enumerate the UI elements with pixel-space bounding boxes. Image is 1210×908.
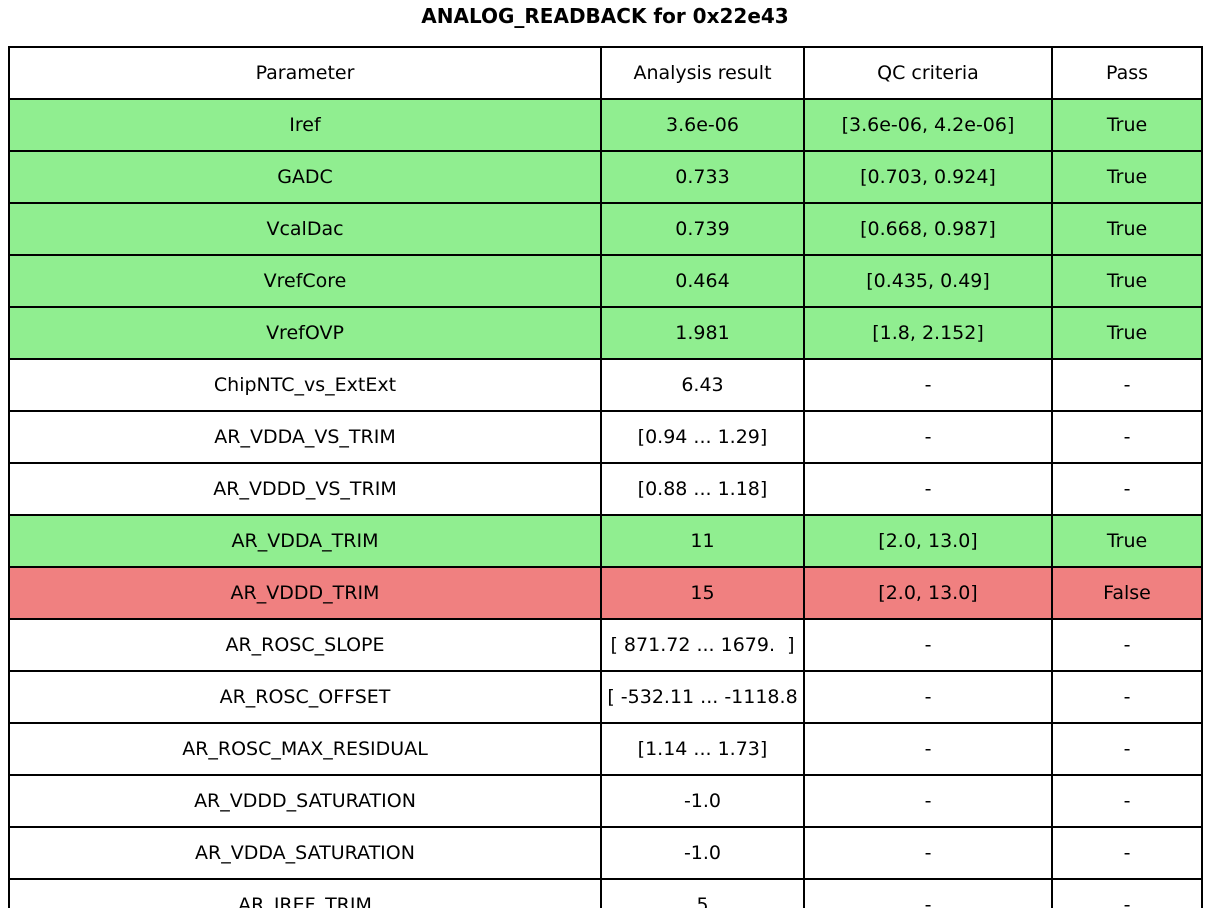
analysis-result-cell: -1.0 <box>600 826 805 880</box>
qc-criteria-cell: - <box>803 774 1053 828</box>
pass-cell: - <box>1051 878 1203 908</box>
qc-criteria-cell: [0.703, 0.924] <box>803 150 1053 204</box>
table-row: AR_VDDA_SATURATION -1.0- - <box>8 826 1203 880</box>
qc-criteria-cell: - <box>803 826 1053 880</box>
analysis-result-cell: 0.733 <box>600 150 805 204</box>
table-body: Iref 3.6e-06 [3.6e-06, 4.2e-06] True GADC 0.7… <box>8 98 1203 908</box>
parameter-cell: GADC <box>8 150 602 204</box>
parameter-cell: AR_VDDA_TRIM <box>8 514 602 568</box>
analysis-result-cell: [0.94 ... 1.29] <box>600 410 805 464</box>
table-row: ChipNTC_vs_ExtExt 6.43- - <box>8 358 1203 412</box>
column-header-analysis-result: Analysis result <box>600 46 805 100</box>
column-header-parameter: Parameter <box>8 46 602 100</box>
table-row: AR_VDDD_SATURATION -1.0- - <box>8 774 1203 828</box>
qc-criteria-cell: - <box>803 462 1053 516</box>
analysis-result-cell: 0.739 <box>600 202 805 256</box>
qc-results-table: Parameter Analysis result QC criteria Pa… <box>8 46 1203 908</box>
parameter-cell: AR_VDDA_VS_TRIM <box>8 410 602 464</box>
analysis-result-cell: 11 <box>600 514 805 568</box>
analysis-result-cell: 1.981 <box>600 306 805 360</box>
table-row: AR_VDDD_TRIM 15 [2.0, 13.0] False <box>8 566 1203 620</box>
qc-criteria-cell: [2.0, 13.0] <box>803 514 1053 568</box>
qc-criteria-cell: - <box>803 618 1053 672</box>
pass-cell: True <box>1051 514 1203 568</box>
parameter-cell: Iref <box>8 98 602 152</box>
pass-cell: - <box>1051 774 1203 828</box>
pass-cell: - <box>1051 826 1203 880</box>
table-row: AR_IREF_TRIM 5- - <box>8 878 1203 908</box>
analysis-result-cell: [ -532.11 ... -1118.8 <box>600 670 805 724</box>
pass-cell: - <box>1051 722 1203 776</box>
qc-criteria-cell: - <box>803 878 1053 908</box>
parameter-cell: AR_VDDD_SATURATION <box>8 774 602 828</box>
table-row: AR_VDDD_VS_TRIM [0.88 ... 1.18] - - <box>8 462 1203 516</box>
pass-cell: True <box>1051 98 1203 152</box>
table-row: VrefCore 0.464 [0.435, 0.49] True <box>8 254 1203 308</box>
pass-cell: - <box>1051 410 1203 464</box>
analysis-result-cell: 3.6e-06 <box>600 98 805 152</box>
page-title: ANALOG_READBACK for 0x22e43 <box>421 4 789 28</box>
pass-cell: True <box>1051 306 1203 360</box>
qc-criteria-cell: [2.0, 13.0] <box>803 566 1053 620</box>
table-row: AR_ROSC_MAX_RESIDUAL [1.14 ... 1.73] - - <box>8 722 1203 776</box>
table-header: Parameter Analysis result QC criteria Pa… <box>8 46 1203 100</box>
pass-cell: - <box>1051 618 1203 672</box>
qc-criteria-cell: [0.435, 0.49] <box>803 254 1053 308</box>
pass-cell: - <box>1051 670 1203 724</box>
parameter-cell: AR_ROSC_MAX_RESIDUAL <box>8 722 602 776</box>
analysis-result-cell: -1.0 <box>600 774 805 828</box>
parameter-cell: AR_ROSC_SLOPE <box>8 618 602 672</box>
table-row: GADC 0.733 [0.703, 0.924] True <box>8 150 1203 204</box>
parameter-cell: AR_IREF_TRIM <box>8 878 602 908</box>
pass-cell: - <box>1051 358 1203 412</box>
parameter-cell: AR_VDDA_SATURATION <box>8 826 602 880</box>
pass-cell: True <box>1051 150 1203 204</box>
table-row: Iref 3.6e-06 [3.6e-06, 4.2e-06] True <box>8 98 1203 152</box>
parameter-cell: ChipNTC_vs_ExtExt <box>8 358 602 412</box>
column-header-qc-criteria: QC criteria <box>803 46 1053 100</box>
table-row: AR_ROSC_OFFSET[ -532.11 ... -1118.8- - <box>8 670 1203 724</box>
analysis-result-cell: [1.14 ... 1.73] <box>600 722 805 776</box>
analysis-result-cell: 15 <box>600 566 805 620</box>
parameter-cell: VcalDac <box>8 202 602 256</box>
table-row: AR_VDDA_VS_TRIM [0.94 ... 1.29] - - <box>8 410 1203 464</box>
pass-cell: - <box>1051 462 1203 516</box>
header-row: Parameter Analysis result QC criteria Pa… <box>8 46 1203 100</box>
table-row: VcalDac 0.739 [0.668, 0.987] True <box>8 202 1203 256</box>
parameter-cell: AR_VDDD_TRIM <box>8 566 602 620</box>
analysis-result-cell: [0.88 ... 1.18] <box>600 462 805 516</box>
analysis-result-cell: [ 871.72 ... 1679. ] <box>600 618 805 672</box>
pass-cell: True <box>1051 202 1203 256</box>
parameter-cell: VrefCore <box>8 254 602 308</box>
qc-criteria-cell: - <box>803 358 1053 412</box>
qc-criteria-cell: - <box>803 410 1053 464</box>
analysis-result-cell: 5 <box>600 878 805 908</box>
pass-cell: False <box>1051 566 1203 620</box>
pass-cell: True <box>1051 254 1203 308</box>
column-header-pass: Pass <box>1051 46 1203 100</box>
table-row: AR_ROSC_SLOPE[ 871.72 ... 1679. ] - - <box>8 618 1203 672</box>
qc-criteria-cell: [3.6e-06, 4.2e-06] <box>803 98 1053 152</box>
parameter-cell: VrefOVP <box>8 306 602 360</box>
table-row: AR_VDDA_TRIM 11 [2.0, 13.0] True <box>8 514 1203 568</box>
qc-criteria-cell: [0.668, 0.987] <box>803 202 1053 256</box>
qc-criteria-cell: - <box>803 670 1053 724</box>
parameter-cell: AR_ROSC_OFFSET <box>8 670 602 724</box>
analysis-result-cell: 6.43 <box>600 358 805 412</box>
qc-criteria-cell: [1.8, 2.152] <box>803 306 1053 360</box>
qc-criteria-cell: - <box>803 722 1053 776</box>
table-row: VrefOVP 1.981 [1.8, 2.152] True <box>8 306 1203 360</box>
analysis-result-cell: 0.464 <box>600 254 805 308</box>
parameter-cell: AR_VDDD_VS_TRIM <box>8 462 602 516</box>
